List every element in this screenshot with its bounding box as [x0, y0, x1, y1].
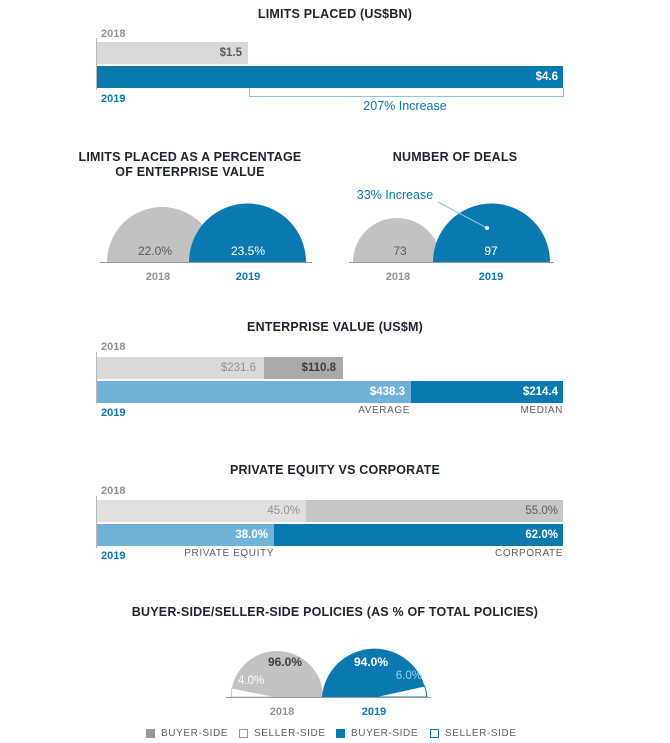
pct-ev-value-2019: 23.5% [230, 244, 266, 258]
limits-value-2019: $4.6 [535, 71, 558, 83]
policies-seller-2019: 6.0% [395, 670, 422, 682]
policies-2019-seller [374, 685, 428, 698]
limits-value-2018: $1.5 [219, 47, 242, 59]
ev-bar-2018-median [264, 357, 343, 379]
legend-seller-2018-label: SELLER-SIDE [254, 728, 326, 739]
deals-title: NUMBER OF DEALS [392, 150, 518, 164]
legend-seller-2018-swatch [239, 729, 248, 738]
ev-year-2019: 2019 [101, 407, 126, 419]
pe-value-2018-pe: 45.0% [267, 505, 300, 517]
limits-year-2018: 2018 [101, 28, 126, 40]
pe-label-private-equity: PRIVATE EQUITY [184, 548, 274, 559]
legend-buyer-2019-swatch [336, 729, 345, 738]
pe-bar-2018-corp [306, 500, 563, 522]
legend-seller-2019-label: SELLER-SIDE [445, 728, 517, 739]
ev-bar-2019-median [411, 381, 563, 403]
ev-axis [96, 352, 97, 404]
legend-buyer-2019-label: BUYER-SIDE [351, 728, 419, 739]
pct-ev-value-2018: 22.0% [137, 244, 173, 258]
policies-year-2019: 2019 [361, 706, 387, 718]
pe-label-corporate: CORPORATE [495, 548, 563, 559]
pe-value-2018-corp: 55.0% [525, 505, 558, 517]
ev-value-2018-median: $110.8 [301, 362, 336, 374]
deals-value-2019: 97 [484, 244, 498, 258]
ev-value-2019-average: $438.3 [369, 386, 405, 398]
legend-buyer-2018-label: BUYER-SIDE [161, 728, 229, 739]
ev-label-average: AVERAGE [358, 405, 410, 416]
ev-bar-2018-average [97, 357, 264, 379]
pct-ev-title-line1: LIMITS PLACED AS A PERCENTAGE [78, 150, 302, 164]
ev-year-2018: 2018 [101, 341, 126, 353]
pe-value-2019-corp: 62.0% [525, 529, 558, 541]
policies-buyer-2019: 94.0% [353, 655, 389, 669]
limits-bar-2018 [97, 42, 248, 64]
ev-value-2019-median: $214.4 [522, 386, 558, 398]
ev-bar-2019-average [97, 381, 411, 403]
pct-ev-title-line2: OF ENTERPRISE VALUE [115, 165, 265, 179]
limits-increase-bracket [249, 88, 564, 97]
limits-increase-label: 207% Increase [363, 99, 447, 113]
ev-value-2018-average: $231.6 [220, 362, 256, 374]
legend-seller-2019-swatch [430, 729, 439, 738]
pct-ev-year-2018: 2018 [145, 271, 171, 283]
limits-year-2019: 2019 [101, 93, 126, 105]
pe-value-2019-pe: 38.0% [235, 529, 268, 541]
limits-axis [96, 38, 97, 90]
pct-ev-year-2019: 2019 [235, 271, 261, 283]
deals-year-2019: 2019 [478, 271, 504, 283]
deals-pointer-line [437, 201, 488, 229]
ev-label-median: MEDIAN [520, 405, 563, 416]
policies-seller-2018: 4.0% [238, 675, 265, 687]
deals-value-2018: 73 [393, 244, 407, 258]
limits-title: LIMITS PLACED (US$BN) [257, 7, 413, 21]
pe-bar-2019-pe [97, 524, 274, 546]
ev-title: ENTERPRISE VALUE (US$M) [247, 320, 423, 334]
pe-bar-2019-corp [274, 524, 563, 546]
pe-year-2019: 2019 [101, 550, 126, 562]
legend-buyer-2018-swatch [146, 729, 155, 738]
pe-bar-2018-pe [97, 500, 306, 522]
pe-axis [96, 496, 97, 548]
pe-title: PRIVATE EQUITY VS CORPORATE [229, 463, 441, 477]
pe-year-2018: 2018 [101, 485, 126, 497]
deals-year-2018: 2018 [385, 271, 411, 283]
policies-buyer-2018: 96.0% [267, 655, 303, 669]
limits-bar-2019 [97, 66, 563, 88]
policies-title: BUYER-SIDE/SELLER-SIDE POLICIES (AS % OF… [131, 605, 539, 619]
deals-increase-label: 33% Increase [356, 188, 434, 202]
policies-year-2018: 2018 [269, 706, 295, 718]
deals-pointer-dot [485, 226, 489, 230]
